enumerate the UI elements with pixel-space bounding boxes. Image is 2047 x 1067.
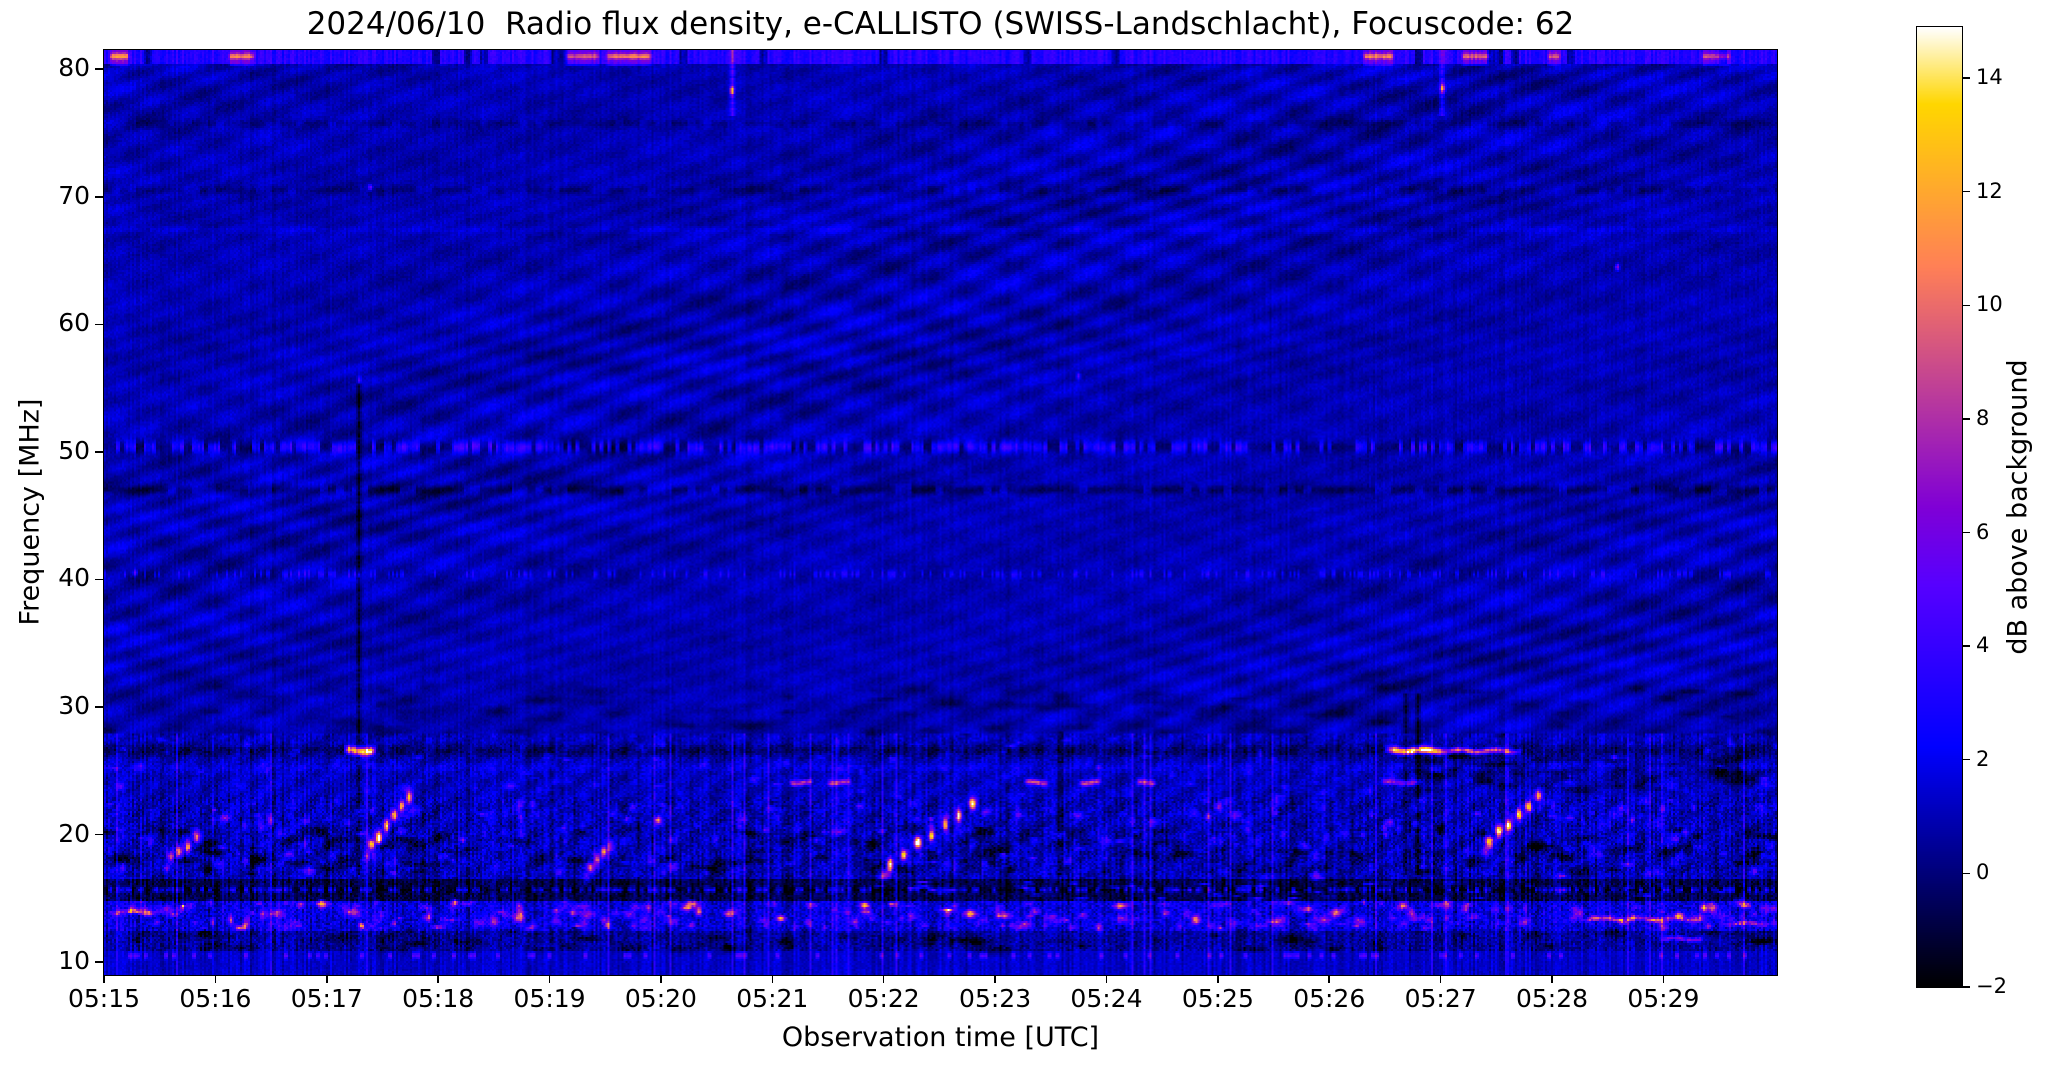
y-tick-mark — [95, 451, 103, 453]
x-tick-mark — [882, 975, 885, 983]
y-tick-mark — [95, 323, 103, 326]
x-tick-mark — [771, 975, 774, 983]
x-tick-label: 05:15 — [67, 984, 141, 1013]
x-tick-mark — [103, 975, 105, 983]
colorbar-tick-mark — [1963, 304, 1970, 307]
x-tick-label: 05:20 — [624, 984, 697, 1013]
y-tick-mark — [95, 833, 103, 836]
colorbar-tick-mark — [1963, 645, 1970, 647]
x-tick-label: 05:24 — [1070, 984, 1143, 1013]
x-axis-label: Observation time [UTC] — [781, 1022, 1100, 1053]
x-tick-mark — [325, 975, 328, 983]
x-tick-label: 05:28 — [1515, 984, 1589, 1013]
colorbar-tick-label: −2 — [1976, 974, 2007, 998]
x-tick-label: 05:17 — [290, 984, 363, 1013]
y-tick-label: 50 — [58, 435, 90, 465]
x-tick-mark — [1105, 975, 1108, 983]
x-tick-mark — [660, 975, 662, 983]
x-tick-label: 05:19 — [513, 984, 586, 1013]
colorbar-tick-mark — [1963, 77, 1970, 79]
y-tick-label: 40 — [58, 563, 90, 593]
colorbar-tick-label: 0 — [1976, 860, 1990, 885]
colorbar-tick-label: 14 — [1976, 65, 2003, 90]
colorbar-tick-label: 6 — [1976, 519, 1990, 544]
spectrogram-heatmap — [104, 50, 1777, 975]
x-tick-mark — [994, 975, 996, 983]
colorbar-tick-mark — [1963, 531, 1970, 534]
y-tick-label: 30 — [58, 691, 90, 721]
colorbar-tick-mark — [1963, 986, 1970, 988]
colorbar-tick-mark — [1963, 191, 1970, 193]
x-tick-label: 05:21 — [736, 984, 809, 1013]
y-tick-label: 10 — [58, 946, 90, 976]
colorbar-tick-mark — [1963, 418, 1970, 420]
colorbar-tick-label: 8 — [1976, 405, 1990, 430]
chart-title: 2024/06/10 Radio flux density, e-CALLIST… — [306, 6, 1575, 42]
colorbar-tick-label: 4 — [1976, 633, 1990, 658]
x-tick-mark — [1551, 975, 1553, 983]
y-tick-label: 60 — [58, 308, 90, 338]
x-tick-label: 05:26 — [1293, 984, 1366, 1013]
colorbar-tick-label: 12 — [1976, 178, 2003, 203]
y-tick-mark — [95, 961, 103, 964]
x-tick-mark — [437, 975, 439, 983]
y-tick-mark — [95, 706, 103, 708]
x-tick-mark — [548, 975, 551, 983]
y-tick-label: 20 — [58, 818, 90, 848]
x-tick-mark — [1328, 975, 1331, 983]
x-tick-label: 05:29 — [1627, 984, 1700, 1013]
x-tick-mark — [214, 975, 217, 983]
x-tick-label: 05:16 — [179, 984, 252, 1013]
colorbar-tick-mark — [1963, 759, 1970, 761]
x-tick-label: 05:18 — [402, 984, 475, 1013]
y-tick-label: 70 — [58, 180, 90, 210]
x-tick-label: 05:27 — [1404, 984, 1477, 1013]
colorbar-tick-label: 10 — [1976, 292, 2003, 317]
x-tick-mark — [1217, 975, 1219, 983]
x-tick-label: 05:23 — [959, 984, 1032, 1013]
x-tick-mark — [1439, 975, 1442, 983]
y-tick-mark — [95, 195, 103, 198]
colorbar — [1917, 27, 1962, 987]
y-tick-mark — [95, 68, 103, 70]
colorbar-label: dB above background — [2002, 359, 2034, 655]
colorbar-tick-mark — [1963, 872, 1970, 875]
x-tick-label: 05:22 — [847, 984, 920, 1013]
y-tick-mark — [95, 578, 103, 581]
colorbar-tick-label: 2 — [1976, 746, 1990, 771]
x-tick-mark — [1662, 975, 1665, 983]
x-tick-label: 05:25 — [1181, 984, 1254, 1013]
y-tick-label: 80 — [58, 53, 90, 83]
